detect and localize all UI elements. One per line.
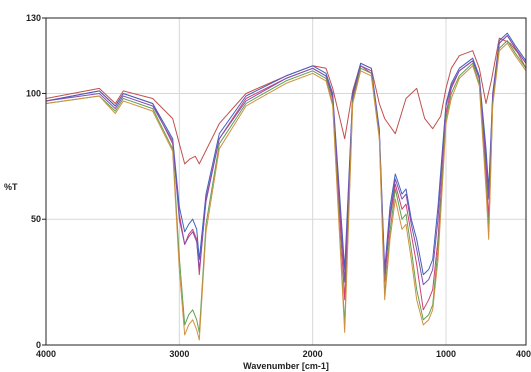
spectrum-series xyxy=(45,32,527,341)
x-tick-label: 400 xyxy=(516,349,531,359)
spectrum-line-6 xyxy=(45,42,527,341)
grid-lines xyxy=(46,18,526,345)
y-tick-label: 100 xyxy=(26,88,41,98)
y-axis-label: %T xyxy=(4,182,18,192)
y-tick-label: 0 xyxy=(36,340,41,350)
x-tick-label: 1000 xyxy=(436,349,456,359)
x-tick-label: 4000 xyxy=(36,349,56,359)
x-tick-label: 3000 xyxy=(169,349,189,359)
plot-frame xyxy=(45,17,527,346)
x-axis-ticks: 4000 3000 2000 1000 400 xyxy=(36,349,531,359)
y-tick-label: 50 xyxy=(31,214,41,224)
spectrum-line-4 xyxy=(45,35,527,286)
y-axis-ticks: 0 50 100 130 xyxy=(26,13,46,350)
x-tick-label: 2000 xyxy=(303,349,323,359)
plot-background xyxy=(46,18,526,345)
x-axis-label: Wavenumber [cm-1] xyxy=(243,361,329,371)
y-tick-label: 130 xyxy=(26,13,41,23)
